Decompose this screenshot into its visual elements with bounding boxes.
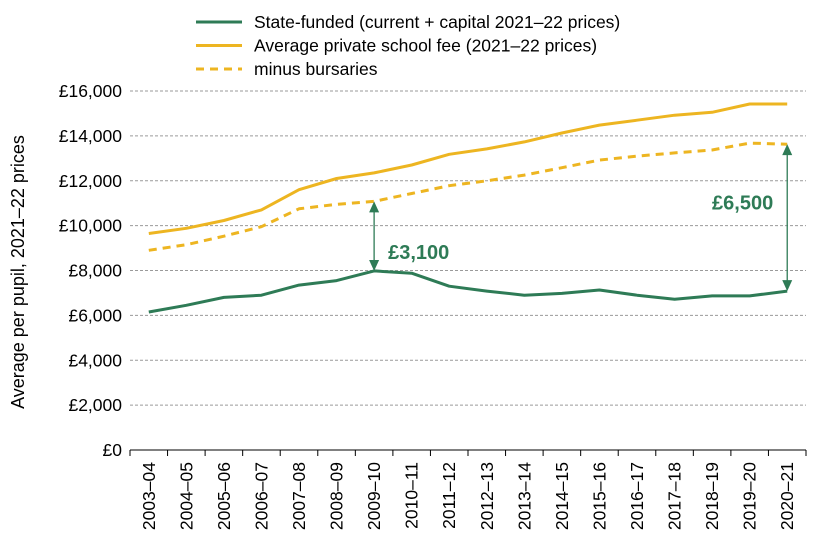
x-tick-label: 2013–14: [514, 462, 534, 530]
annotation-label: £6,500: [712, 193, 773, 215]
x-tick-label: 2018–19: [702, 462, 722, 530]
annotations: £3,100 £6,500: [369, 144, 793, 292]
x-tick-label: 2012–13: [477, 462, 497, 530]
legend: State-funded (current + capital 2021–22 …: [196, 12, 620, 79]
x-tick-label: 2007–08: [289, 462, 309, 530]
annotation-arrowhead-up: [782, 144, 793, 156]
x-tick-label: 2003–04: [139, 462, 159, 530]
x-tick-label: 2020–21: [777, 462, 797, 530]
x-tick-label: 2010–11: [402, 462, 422, 529]
y-axis-label: Average per pupil, 2021–22 prices: [8, 135, 28, 409]
annotation-label: £3,100: [388, 242, 449, 264]
x-tick-label: 2008–09: [327, 462, 347, 530]
x-axis-ticks: 2003–04 2004–05 2005–06 2006–07 2007–08 2008–…: [139, 462, 797, 530]
annotation-arrowhead-down: [369, 259, 380, 271]
annotation-arrowhead-up: [369, 201, 380, 213]
x-tick-label: 2015–16: [589, 462, 609, 530]
y-tick-label: £8,000: [68, 261, 122, 281]
gridlines: [130, 90, 806, 406]
y-tick-label: £4,000: [68, 350, 122, 370]
y-tick-label: £16,000: [59, 81, 123, 101]
y-tick-label: £10,000: [59, 216, 123, 236]
legend-label-2: Average private school fee (2021–22 pric…: [254, 36, 597, 56]
y-axis-ticks: £0 £2,000 £4,000 £6,000 £8,000 £10,000 £12,000…: [59, 81, 123, 460]
x-tick-label: 2006–07: [251, 462, 271, 530]
series-line-2: [148, 102, 788, 235]
y-tick-label: £2,000: [68, 395, 122, 415]
series-lines: [148, 102, 788, 314]
y-tick-label: £12,000: [59, 171, 123, 191]
x-tick-label: 2011–12: [439, 462, 459, 529]
x-tick-label: 2004–05: [176, 462, 196, 530]
x-tick-label: 2016–17: [627, 462, 647, 530]
y-tick-label: £6,000: [68, 305, 122, 325]
legend-label-3: minus bursaries: [254, 59, 378, 79]
x-tick-label: 2014–15: [552, 462, 572, 530]
x-tick-label: 2005–06: [214, 462, 234, 530]
y-tick-label: £14,000: [59, 126, 123, 146]
x-axis: [129, 449, 807, 456]
x-tick-label: 2017–18: [665, 462, 685, 530]
annotation-arrowhead-down: [782, 280, 793, 292]
x-tick-label: 2019–20: [740, 462, 760, 530]
y-tick-label: £0: [103, 440, 123, 460]
x-tick-label: 2009–10: [364, 462, 384, 530]
legend-label-1: State-funded (current + capital 2021–22 …: [254, 12, 620, 32]
series-line-1: [148, 269, 788, 314]
series-line-3: [148, 141, 788, 252]
